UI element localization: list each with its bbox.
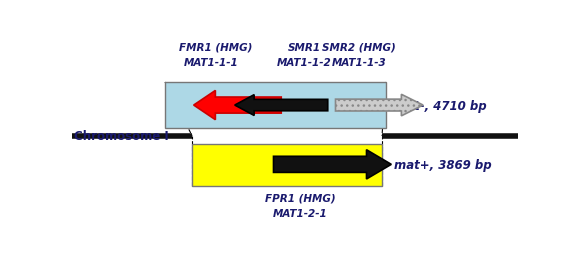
Text: MAT1-1-2: MAT1-1-2 xyxy=(277,58,332,68)
Bar xyxy=(165,83,386,129)
Text: Chromosome I: Chromosome I xyxy=(74,130,168,143)
Text: mat-, 4710 bp: mat-, 4710 bp xyxy=(393,99,486,112)
Text: SMR2 (HMG): SMR2 (HMG) xyxy=(322,42,396,52)
Text: MAT1-2-1: MAT1-2-1 xyxy=(273,208,328,218)
Text: MAT1-1-3: MAT1-1-3 xyxy=(331,58,386,68)
Polygon shape xyxy=(235,95,328,116)
Text: FPR1 (HMG): FPR1 (HMG) xyxy=(266,193,336,203)
Text: FMR1 (HMG): FMR1 (HMG) xyxy=(179,42,252,52)
Text: SMR1: SMR1 xyxy=(288,42,321,52)
Polygon shape xyxy=(194,91,281,120)
Polygon shape xyxy=(274,150,391,179)
Polygon shape xyxy=(335,95,423,116)
Text: MAT1-1-1: MAT1-1-1 xyxy=(184,58,239,68)
Bar xyxy=(192,144,382,186)
Text: mat+, 3869 bp: mat+, 3869 bp xyxy=(393,158,491,171)
